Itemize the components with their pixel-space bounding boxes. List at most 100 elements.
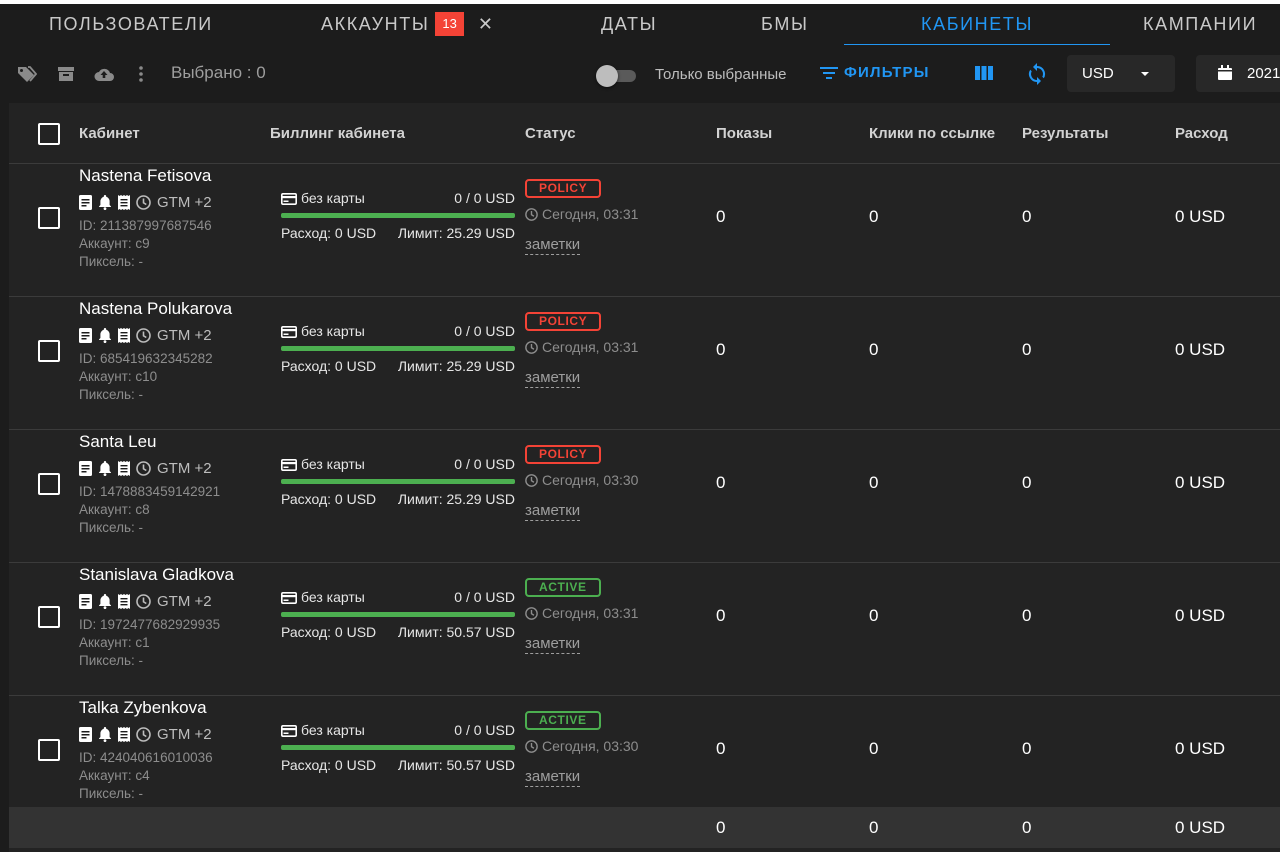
billing-limit: Лимит: 50.57 USD: [397, 624, 515, 640]
tag-icon[interactable]: [17, 65, 38, 83]
cabinet-id: ID: 1972477682929935: [79, 617, 221, 632]
column-header-billing[interactable]: Биллинг кабинета: [270, 125, 405, 142]
count-badge: 13: [435, 12, 464, 36]
receipt-icon[interactable]: [118, 195, 136, 212]
gtm-label[interactable]: GTM +2: [157, 194, 212, 211]
credit-card-icon: [281, 193, 297, 205]
bell-icon[interactable]: [98, 727, 118, 744]
billing-card-label: без карты: [301, 190, 365, 206]
table-row[interactable]: Santa Leu GTM +2 ID: 1478883459142921 Аккау…: [9, 430, 1280, 563]
credit-card-icon: [281, 326, 297, 338]
row-checkbox[interactable]: [38, 739, 60, 761]
select-all-checkbox[interactable]: [38, 123, 60, 145]
cabinet-name[interactable]: Nastena Fetisova: [79, 166, 212, 185]
receipt-icon[interactable]: [118, 594, 136, 611]
receipt-icon[interactable]: [118, 328, 136, 345]
notes-link[interactable]: заметки: [525, 768, 581, 787]
results-value: 0: [1022, 207, 1032, 226]
column-header-results[interactable]: Результаты: [1022, 125, 1109, 142]
bell-icon: [99, 727, 111, 742]
currency-select[interactable]: USD: [1067, 55, 1175, 92]
results-value: 0: [1022, 340, 1032, 359]
column-header-link-clicks[interactable]: Клики по ссылке: [869, 125, 996, 142]
close-icon[interactable]: ✕: [477, 14, 493, 34]
link-clicks-value: 0: [869, 473, 879, 492]
view-columns-icon[interactable]: [975, 66, 993, 85]
receipt-icon[interactable]: [118, 461, 136, 478]
cabinet-pixel: Пиксель: -: [79, 254, 144, 269]
notes-link[interactable]: заметки: [525, 369, 581, 388]
tab-bms[interactable]: БМы: [761, 4, 809, 45]
bell-icon[interactable]: [98, 461, 118, 478]
notes-link[interactable]: заметки: [525, 502, 581, 521]
clock-icon: [525, 341, 538, 354]
total-clicks: 0: [869, 818, 879, 837]
column-header-spend[interactable]: Расход: [1175, 125, 1228, 142]
date-range-button[interactable]: 2021: [1196, 55, 1280, 92]
billing-ratio: 0 / 0 USD: [454, 323, 515, 339]
notes-link[interactable]: заметки: [525, 236, 581, 255]
cabinet-name[interactable]: Stanislava Gladkova: [79, 565, 234, 584]
gtm-label[interactable]: GTM +2: [157, 460, 212, 477]
tab-users[interactable]: Пользователи: [49, 4, 213, 45]
receipt-icon[interactable]: [118, 727, 136, 744]
table-row[interactable]: Nastena Fetisova GTM +2 ID: 21138799768754…: [9, 164, 1280, 297]
tab-accounts[interactable]: Аккаунты 13 ✕: [321, 4, 493, 45]
clock-icon: [136, 195, 157, 212]
bell-icon[interactable]: [98, 594, 118, 611]
cabinet-pixel: Пиксель: -: [79, 520, 144, 535]
currency-value: USD: [1082, 65, 1114, 82]
gtm-label[interactable]: GTM +2: [157, 726, 212, 743]
tab-label: БМы: [761, 14, 809, 34]
document-icon[interactable]: [79, 594, 98, 611]
cabinet-name[interactable]: Talka Zybenkova: [79, 698, 207, 717]
cabinet-account: Аккаунт: c1: [79, 635, 150, 650]
tab-cabinets[interactable]: Кабинеты: [921, 4, 1033, 45]
bell-icon[interactable]: [98, 195, 118, 212]
row-checkbox[interactable]: [38, 207, 60, 229]
document-icon[interactable]: [79, 328, 98, 345]
row-checkbox[interactable]: [38, 606, 60, 628]
impressions-value: 0: [716, 340, 726, 359]
cabinet-id: ID: 424040616010036: [79, 750, 213, 765]
archive-icon[interactable]: [57, 65, 77, 83]
only-selected-toggle[interactable]: [596, 65, 640, 87]
sync-icon[interactable]: [1027, 63, 1047, 90]
gtm-label[interactable]: GTM +2: [157, 593, 212, 610]
billing-spend: Расход: 0 USD: [281, 358, 377, 374]
document-icon[interactable]: [79, 195, 98, 212]
filter-list-icon: [820, 67, 838, 79]
column-header-status[interactable]: Статус: [525, 125, 576, 142]
clock-icon: [525, 607, 538, 620]
table-row[interactable]: Nastena Polukarova GTM +2 ID: 685419632345…: [9, 297, 1280, 430]
gtm-label[interactable]: GTM +2: [157, 327, 212, 344]
billing-spend: Расход: 0 USD: [281, 491, 377, 507]
clock-icon: [136, 594, 151, 609]
link-clicks-value: 0: [869, 606, 879, 625]
bell-icon[interactable]: [98, 328, 118, 345]
clock-icon: [525, 740, 538, 753]
document-icon: [79, 328, 92, 343]
billing-limit: Лимит: 50.57 USD: [397, 757, 515, 773]
cloud-upload-icon[interactable]: [93, 65, 114, 83]
column-header-cabinet[interactable]: Кабинет: [79, 125, 140, 142]
results-value: 0: [1022, 606, 1032, 625]
cabinet-name[interactable]: Santa Leu: [79, 432, 157, 451]
document-icon[interactable]: [79, 461, 98, 478]
total-results: 0: [1022, 818, 1032, 837]
row-checkbox[interactable]: [38, 340, 60, 362]
cabinet-icons: GTM +2: [79, 461, 212, 479]
tab-dates[interactable]: Даты: [601, 4, 657, 45]
column-header-impressions[interactable]: Показы: [716, 125, 773, 142]
cabinet-icons: GTM +2: [79, 328, 212, 346]
table-row[interactable]: Stanislava Gladkova GTM +2 ID: 19724776829…: [9, 563, 1280, 696]
results-value: 0: [1022, 739, 1032, 758]
filters-button[interactable]: ФИЛЬТРЫ: [820, 64, 930, 86]
tab-campaigns[interactable]: Кампании: [1143, 4, 1257, 45]
document-icon[interactable]: [79, 727, 98, 744]
row-checkbox[interactable]: [38, 473, 60, 495]
more-vert-icon[interactable]: [136, 65, 146, 83]
cabinet-name[interactable]: Nastena Polukarova: [79, 299, 233, 318]
document-icon: [79, 461, 92, 476]
notes-link[interactable]: заметки: [525, 635, 581, 654]
